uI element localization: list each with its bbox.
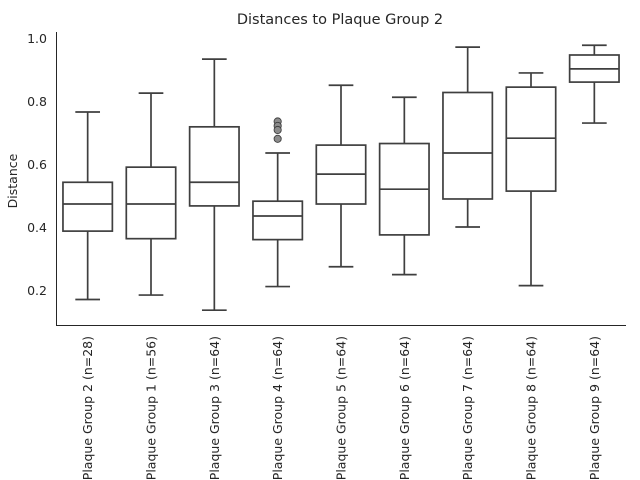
boxes	[62, 44, 620, 312]
box	[505, 86, 557, 192]
box-group	[378, 96, 430, 276]
y-tick-label: 0.6	[27, 157, 47, 172]
y-tick-label: 0.2	[27, 283, 47, 298]
y-tick-label: 0.8	[27, 94, 47, 109]
box-group	[125, 92, 177, 296]
x-tick-label: Plaque Group 6 (n=64)	[397, 336, 412, 480]
box-group	[505, 72, 557, 287]
x-tick-label: Plaque Group 5 (n=64)	[334, 336, 349, 480]
x-tick-label: Plaque Group 9 (n=64)	[587, 336, 602, 480]
box	[62, 181, 114, 232]
x-tick-label: Plaque Group 4 (n=64)	[270, 336, 285, 480]
x-tick-label: Plaque Group 8 (n=64)	[524, 336, 539, 480]
box-group	[568, 44, 620, 124]
y-tick-label: 0.4	[27, 220, 47, 235]
outlier-point	[273, 125, 282, 135]
box	[188, 125, 240, 207]
x-tick-label: Plaque Group 1 (n=56)	[144, 336, 159, 480]
x-ticks: Plaque Group 2 (n=28) Plaque Group 1 (n=5…	[80, 336, 602, 480]
x-tick-label: Plaque Group 3 (n=64)	[207, 336, 222, 480]
x-tick-label: Plaque Group 2 (n=28)	[80, 336, 95, 480]
y-ticks: 0.2 0.4 0.6 0.8 1.0	[27, 31, 47, 298]
box-group	[442, 46, 494, 228]
outlier-point	[273, 134, 282, 143]
box-group	[188, 58, 240, 312]
box	[442, 91, 494, 200]
box-group	[252, 117, 304, 288]
chart-title: Distances to Plaque Group 2	[237, 12, 443, 28]
box	[252, 200, 304, 241]
x-tick-label: Plaque Group 7 (n=64)	[460, 336, 475, 480]
box-group	[315, 84, 367, 268]
box-group	[62, 111, 114, 301]
y-tick-label: 1.0	[27, 31, 47, 46]
y-axis-label: Distance	[5, 153, 20, 208]
box	[125, 166, 177, 240]
